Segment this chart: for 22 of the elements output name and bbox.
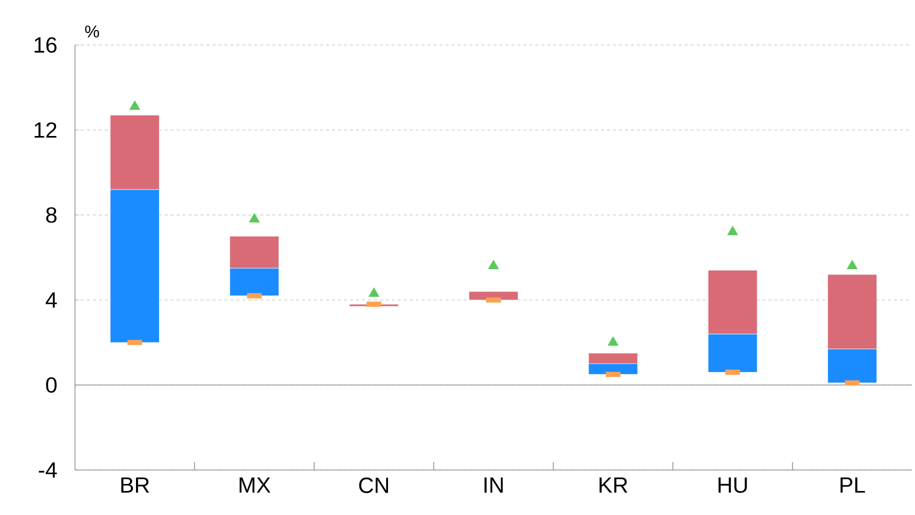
- x-tick-label: IN: [484, 478, 503, 493]
- point: [608, 336, 618, 346]
- y-tick-label: 16: [34, 37, 57, 53]
- x-tick-label: BR: [121, 478, 150, 493]
- y-tick-label: 0: [46, 377, 57, 393]
- x-tick-label: PL: [840, 478, 865, 493]
- point: [129, 100, 140, 110]
- point: [846, 260, 858, 270]
- x-tick-label: HU: [718, 478, 747, 493]
- point: [368, 287, 380, 297]
- y-tick-label: 4: [46, 292, 57, 308]
- x-tick-label: MX: [240, 478, 270, 493]
- x-tick-label: KR: [600, 478, 628, 493]
- y-tick-label: 8: [46, 207, 57, 223]
- y-tick-label: 12: [34, 122, 56, 138]
- y-axis-title: %: [85, 26, 100, 38]
- point: [488, 260, 499, 270]
- bar: [468, 291, 518, 300]
- point: [727, 226, 738, 236]
- x-tick-label: CN: [359, 478, 388, 494]
- y-tick-label: -4: [38, 462, 57, 478]
- point: [248, 213, 260, 222]
